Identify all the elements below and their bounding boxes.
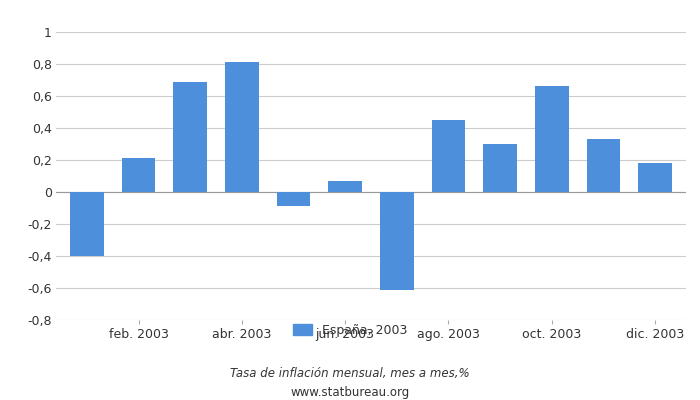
Text: Tasa de inflación mensual, mes a mes,%: Tasa de inflación mensual, mes a mes,% <box>230 368 470 380</box>
Bar <box>174 82 207 192</box>
Bar <box>432 120 466 192</box>
Bar <box>535 86 568 192</box>
Bar <box>276 192 310 206</box>
Text: www.statbureau.org: www.statbureau.org <box>290 386 410 399</box>
Bar <box>122 158 155 192</box>
Bar <box>638 163 672 192</box>
Bar <box>70 192 104 256</box>
Bar <box>328 181 362 192</box>
Bar <box>483 144 517 192</box>
Legend: España, 2003: España, 2003 <box>288 319 412 342</box>
Bar <box>225 62 259 192</box>
Bar <box>380 192 414 290</box>
Bar <box>587 139 620 192</box>
